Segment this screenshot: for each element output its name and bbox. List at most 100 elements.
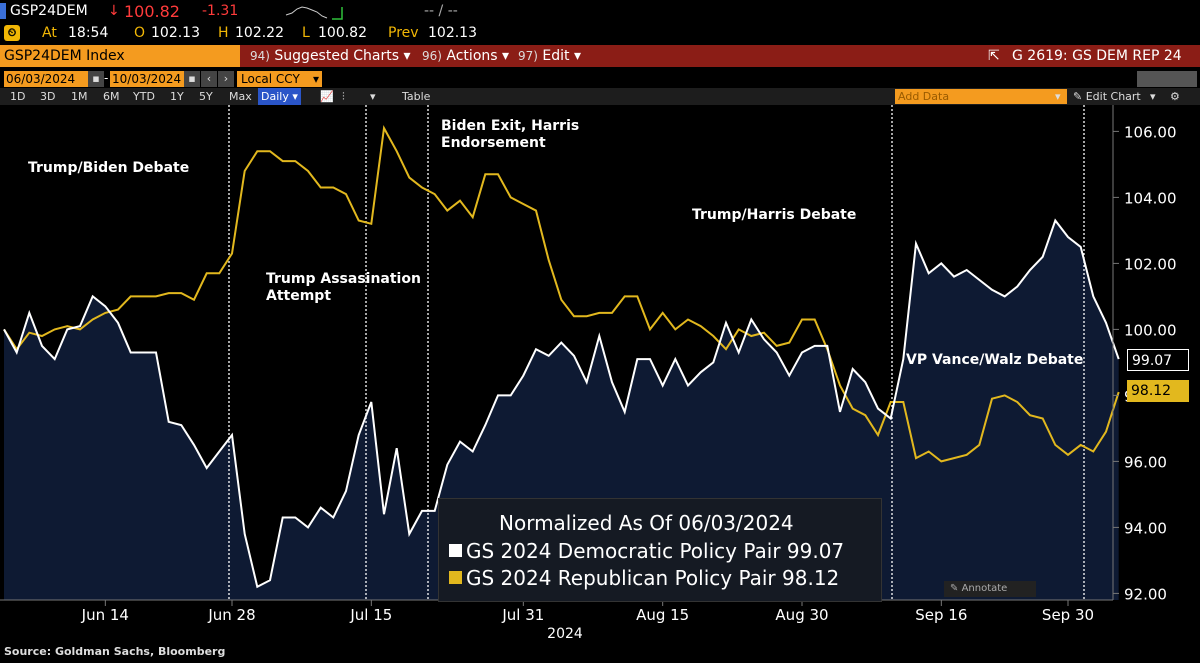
x-tick-label: Jun 14 xyxy=(81,606,129,624)
ticker-symbol[interactable]: GSP24DEM xyxy=(10,3,88,19)
menu-label: Suggested Charts xyxy=(274,48,400,64)
high-label: H xyxy=(218,25,229,41)
y-tick-label: 92.00 xyxy=(1124,585,1167,603)
x-tick-label: Sep 16 xyxy=(915,606,967,624)
settings-icon[interactable]: ⚙ xyxy=(1170,90,1180,103)
popout-icon[interactable]: ⇱ xyxy=(988,48,1000,64)
x-tick-label: Jul 15 xyxy=(349,606,392,624)
range-ytd[interactable]: YTD xyxy=(133,90,155,103)
at-label: At xyxy=(42,25,57,41)
series-line-democratic xyxy=(3,218,1120,589)
range-1m[interactable]: 1M xyxy=(71,90,88,103)
clock-icon: ⏲ xyxy=(4,25,20,41)
period-label: Daily xyxy=(261,90,289,103)
range-max[interactable]: Max xyxy=(229,90,252,103)
x-tick-label: Aug 30 xyxy=(775,606,828,624)
event-label: Trump/Harris Debate xyxy=(692,207,856,223)
down-arrow-icon: ↓ xyxy=(108,3,120,19)
low-value: 100.82 xyxy=(318,25,367,41)
window-controls xyxy=(1137,71,1197,87)
date-controls: 06/03/2024 ▪ - 10/03/2024 ▪ ‹ › Local CC… xyxy=(0,70,1200,88)
event-lines xyxy=(228,105,1085,600)
range-3d[interactable]: 3D xyxy=(40,90,56,103)
calendar-icon[interactable]: ▪ xyxy=(184,71,200,87)
y-tick-label: 104.00 xyxy=(1124,189,1177,207)
series-layer xyxy=(3,124,1120,589)
add-data-input[interactable]: Add Data xyxy=(895,89,1067,104)
open-label: O xyxy=(134,25,146,41)
index-name[interactable]: GSP24DEM Index xyxy=(0,45,240,67)
quote-bar: GSP24DEM ↓ 100.82 -1.31 -- / -- xyxy=(0,0,1200,22)
legend-swatch-rep xyxy=(449,571,462,584)
edit-chart-label: Edit Chart xyxy=(1085,90,1141,103)
legend-label-dem: GS 2024 Democratic Policy Pair 99.07 xyxy=(466,539,845,563)
edit-menu[interactable]: 97) Edit ▾ xyxy=(518,45,581,67)
caret-down-icon[interactable]: ▾ xyxy=(370,90,376,103)
prev-value: 102.13 xyxy=(428,25,477,41)
event-label-line: Biden Exit, Harris xyxy=(441,118,579,134)
menu-number: 97) xyxy=(518,49,538,63)
series-line-republican xyxy=(3,124,1120,463)
start-date-input[interactable]: 06/03/2024 xyxy=(4,71,88,87)
edit-chart-button[interactable]: ✎ Edit Chart xyxy=(1073,90,1141,103)
range-5y[interactable]: 5Y xyxy=(199,90,213,103)
y-tick-label: 106.00 xyxy=(1124,123,1177,141)
event-label-line: Trump/Harris Debate xyxy=(692,207,856,223)
menu-label: Edit xyxy=(542,48,570,64)
event-label-line: Trump/Biden Debate xyxy=(28,160,189,176)
low-label: L xyxy=(302,25,310,41)
event-label-line: Attempt xyxy=(266,288,331,304)
menu-bar: GSP24DEM Index 94) Suggested Charts ▾ 96… xyxy=(0,45,1200,67)
chart-id: G 2619: GS DEM REP 24 xyxy=(1012,48,1182,64)
range-6m[interactable]: 6M xyxy=(103,90,120,103)
ticker-marker xyxy=(0,3,6,19)
x-tick-label: Sep 30 xyxy=(1042,606,1094,624)
event-labels: Trump/Biden Debate Trump Assasination Atte… xyxy=(28,118,1083,368)
y-tick-label: 94.00 xyxy=(1124,519,1167,537)
x-tick-label: Aug 15 xyxy=(636,606,689,624)
legend-item-dem: GS 2024 Democratic Policy Pair 99.07 xyxy=(449,539,844,563)
currency-label: Local CCY xyxy=(241,72,300,86)
event-label: Biden Exit, Harris Endorsement xyxy=(441,118,579,151)
next-icon[interactable]: › xyxy=(218,71,234,87)
event-label-line: VP Vance/Walz Debate xyxy=(906,352,1083,368)
y-ticks: 92.0094.0096.0098.00100.00102.00104.0010… xyxy=(1113,123,1177,603)
currency-select[interactable]: Local CCY ▾ xyxy=(237,71,322,87)
price-change: -1.31 xyxy=(202,3,239,19)
caret-down-icon: ▾ xyxy=(312,72,319,86)
sparkline-icon xyxy=(285,6,343,20)
prev-icon[interactable]: ‹ xyxy=(201,71,217,87)
bar-chart-icon[interactable]: ⫶ xyxy=(342,90,345,103)
legend-swatch-dem xyxy=(449,544,462,557)
last-value-tag-rep: 98.12 xyxy=(1127,380,1189,403)
last-value-tag-dem: 99.07 xyxy=(1127,349,1189,372)
x-tick-label: Jul 31 xyxy=(501,606,544,624)
open-value: 102.13 xyxy=(151,25,200,41)
range-1y[interactable]: 1Y xyxy=(170,90,184,103)
calendar-icon[interactable]: ▪ xyxy=(88,71,104,87)
range-toolbar: 1D 3D 1M 6M YTD 1Y 5Y Max Daily ▾ 📈 ⫶ ▾ … xyxy=(0,88,1200,105)
x-axis-label: 2024 xyxy=(547,626,583,642)
range-1d[interactable]: 1D xyxy=(10,90,26,103)
caret-down-icon[interactable]: ▾ xyxy=(1055,90,1061,103)
annotate-label: Annotate xyxy=(961,583,1008,594)
menu-number: 94) xyxy=(250,49,270,63)
x-ticks: Jun 14 Jun 28 Jul 15 Jul 31 Aug 15 Aug 30 Sep … xyxy=(81,600,1094,624)
legend-title: Normalized As Of 06/03/2024 xyxy=(499,511,794,535)
legend-label-rep: GS 2024 Republican Policy Pair 98.12 xyxy=(466,566,840,590)
table-button[interactable]: Table xyxy=(402,90,431,103)
suggested-charts-menu[interactable]: 94) Suggested Charts ▾ xyxy=(250,45,411,67)
caret-down-icon[interactable]: ▾ xyxy=(1150,90,1156,103)
time-value: 18:54 xyxy=(68,25,109,41)
bid-ask: -- / -- xyxy=(424,3,458,19)
caret-down-icon: ▾ xyxy=(403,48,411,64)
y-tick-label: 100.00 xyxy=(1124,321,1177,339)
period-select[interactable]: Daily ▾ xyxy=(258,88,301,105)
menu-number: 96) xyxy=(422,49,442,63)
end-date-input[interactable]: 10/03/2024 xyxy=(110,71,184,87)
last-price: 100.82 xyxy=(124,2,180,21)
y-tick-label: 96.00 xyxy=(1124,453,1167,471)
line-chart-icon[interactable]: 📈 xyxy=(320,90,334,103)
annotate-button[interactable]: ✎ Annotate xyxy=(944,581,1036,597)
actions-menu[interactable]: 96) Actions ▾ xyxy=(422,45,509,67)
